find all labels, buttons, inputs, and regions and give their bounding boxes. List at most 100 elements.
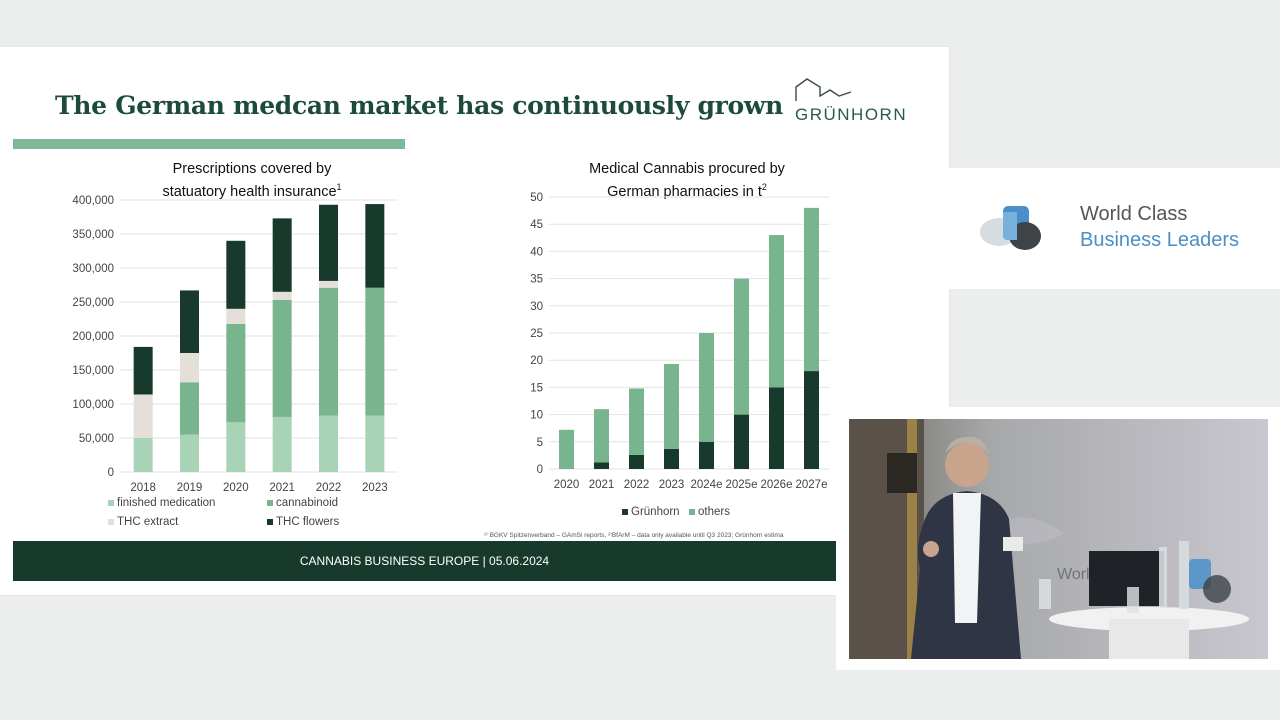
bar-gr-nhorn-2025e [734,414,749,469]
legend-item-thc-extract: THC extract [108,516,178,528]
bar-thc-flowers-2019 [180,290,199,353]
bar-finished-medication-2023 [365,415,385,472]
legend-label: finished medication [117,497,216,509]
legend-label: cannabinoid [276,497,339,509]
y-tick-label: 20 [530,355,543,367]
bar-cannabinoid-2022 [319,287,338,416]
chart1-title: Prescriptions covered by statuatory heal… [102,160,402,201]
y-tick-label: 300,000 [72,263,114,275]
speech-bubbles-icon [980,206,1041,250]
bar-others-2024e [699,333,714,442]
presenter-head [945,443,989,487]
y-tick-label: 100,000 [72,399,114,411]
chart2-title-sup: 2 [761,182,767,192]
chart2-pharmacy-procurement: 0 5 10 15 20 25 30 35 40 45 50 2020 2021 2022 2023 2024… [530,192,829,491]
x-tick-label: 2024e [691,479,723,491]
wall-lamp [887,453,917,493]
brand-line1: World Class [1080,203,1188,225]
y-tick-label: 35 [530,274,543,286]
bar-thc-flowers-2021 [272,218,292,292]
bar-others-2023 [664,364,679,449]
video-frame: Worl [836,407,1280,670]
presenter-scene: Worl [849,419,1268,659]
bar-thc-flowers-2023 [365,204,385,288]
legend-swatch [108,499,114,506]
bar-gr-nhorn-2022 [629,454,644,469]
brand-line2: Business Leaders [1080,229,1239,251]
legend-item-cannabinoid: cannabinoid [267,497,338,509]
legend-item-finished-medication: finished medication [108,497,215,509]
legend-swatch [622,508,628,515]
bar-cannabinoid-2019 [180,382,199,435]
bar-finished-medication-2022 [319,415,338,472]
y-tick-label: 350,000 [72,229,114,241]
legend-item-grunhorn: Grünhorn [622,506,680,518]
bar-gr-nhorn-2024e [699,441,714,469]
grunhorn-logo: GRÜNHORN [795,77,920,127]
y-tick-label: 400,000 [72,195,114,207]
chart2-title-line1: Medical Cannabis procured by [589,161,785,177]
y-tick-label: 150,000 [72,365,114,377]
chart1-title-sup: 1 [336,182,342,192]
x-tick-label: 2020 [223,482,249,494]
legend-label: THC extract [117,516,179,528]
bar-cannabinoid-2021 [272,299,292,417]
x-tick-label: 2025e [726,479,758,491]
y-tick-label: 0 [108,467,114,479]
y-tick-label: 45 [530,219,543,231]
brand-panel: World Class Business Leaders [949,168,1280,289]
footer-text: CANNABIS BUSINESS EUROPE | 05.06.2024 [299,554,550,568]
legend-swatch [689,508,695,515]
chart1-title-line2: statuatory health insurance [162,183,337,200]
x-tick-label: 2021 [269,482,295,494]
bar-thc-flowers-2022 [319,204,338,281]
presenter-video[interactable]: Worl [849,419,1268,659]
chart2-title: Medical Cannabis procured by German phar… [537,160,837,201]
chart1-title-line1: Prescriptions covered by [172,161,332,177]
bar-cannabinoid-2020 [226,323,246,423]
presentation-slide: The German medcan market has continuousl… [0,47,949,595]
x-tick-label: 2027e [796,479,828,491]
legend-label: others [698,506,730,518]
legend-item-others: others [689,506,730,518]
chart2-title-line2: German pharmacies in t [607,183,762,200]
y-tick-label: 0 [537,464,543,476]
bar-thc-extract-2019 [180,353,199,383]
x-tick-label: 2019 [177,482,203,494]
bar-gr-nhorn-2021 [594,462,609,469]
bar-others-2026e [769,235,784,388]
svg-text:Worl: Worl [1057,566,1090,583]
bar-finished-medication-2021 [272,416,292,472]
bar-finished-medication-2020 [226,422,246,472]
bar-others-2020 [559,429,574,469]
bar-thc-flowers-2020 [226,240,246,309]
bar-finished-medication-2019 [180,434,199,472]
y-tick-label: 15 [530,382,543,394]
slide-title: The German medcan market has continuousl… [55,91,783,120]
x-tick-label: 2023 [659,479,685,491]
house-outline-icon [795,78,852,101]
x-tick-label: 2022 [624,479,650,491]
bar-thc-extract-2020 [226,308,246,324]
bar-thc-extract-2021 [272,291,292,300]
water-bottle [1159,547,1167,607]
y-tick-label: 25 [530,328,543,340]
legend-label: THC flowers [276,516,340,528]
y-tick-label: 50 [530,192,543,204]
x-tick-label: 2026e [761,479,793,491]
x-tick-label: 2021 [589,479,615,491]
bar-thc-extract-2022 [319,280,338,288]
chart1-prescriptions: 0 50,000 100,000 150,000 200,000 250,000 300,0… [72,195,398,494]
y-tick-label: 50,000 [79,433,114,445]
bar-thc-extract-2018 [133,394,153,438]
x-tick-label: 2022 [316,482,342,494]
y-tick-label: 250,000 [72,297,114,309]
presenter-shirt [953,493,981,623]
y-tick-label: 30 [530,301,543,313]
bar-finished-medication-2018 [133,438,153,472]
x-tick-label: 2020 [554,479,580,491]
laptop [1089,551,1164,606]
x-tick-label: 2023 [362,482,388,494]
bar-others-2025e [734,278,749,415]
legend-swatch [108,518,114,525]
